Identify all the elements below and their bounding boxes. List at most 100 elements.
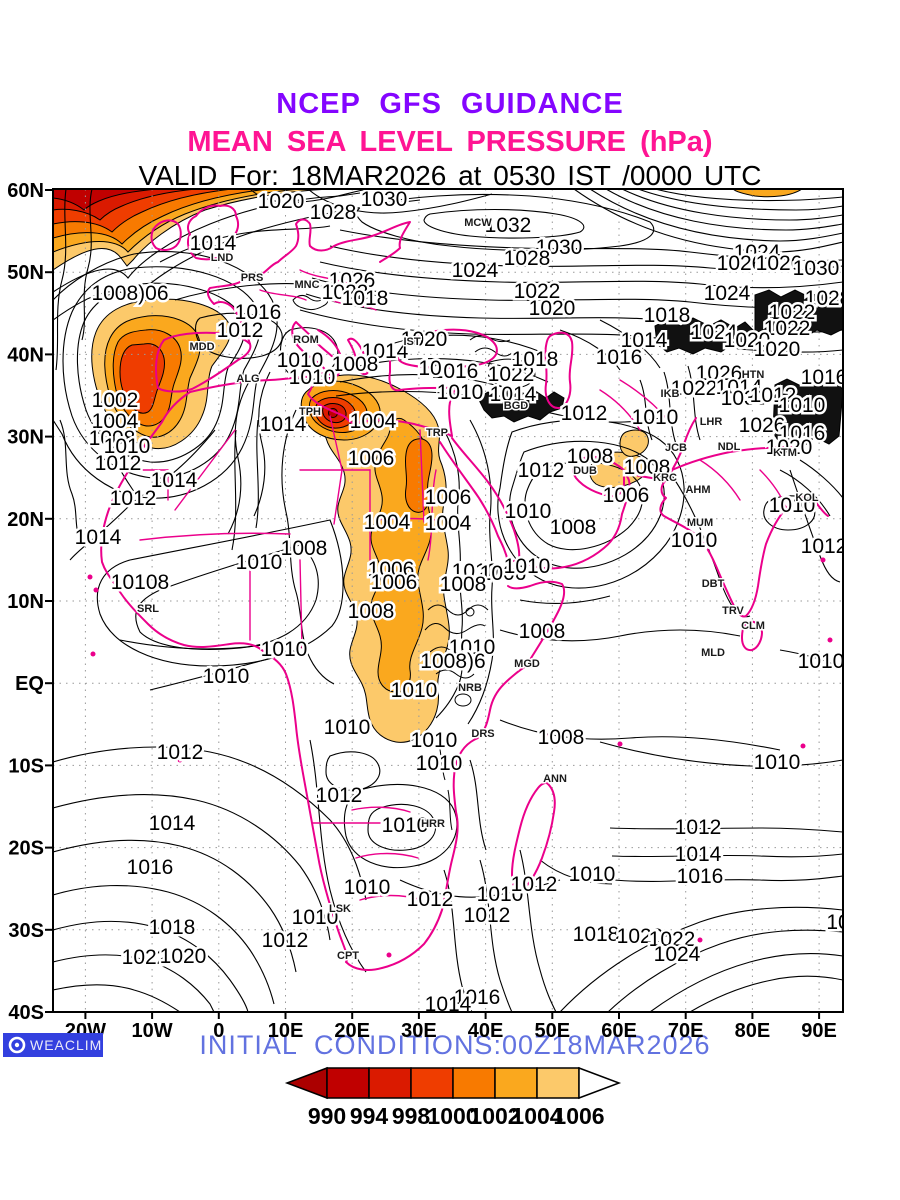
isobar-value-label: 1010 (391, 679, 438, 702)
isobar-value-label: 1004 (350, 410, 397, 433)
isobar-value-label: 1010 (632, 406, 679, 429)
city-code-label: KRC (653, 472, 677, 484)
isobar-value-label: 1010 (671, 529, 718, 552)
field-title: MEAN SEA LEVEL PRESSURE (hPa) (187, 126, 713, 158)
isobar-value-label: 1014 (190, 232, 237, 255)
isobar-value-label: 1012 (262, 929, 309, 952)
lat-tick-label: 40N (7, 344, 44, 366)
isobar-value-label: 1006 (480, 562, 527, 585)
isobar-value-label: 1010 (504, 555, 551, 578)
lon-tick-label: 10E (268, 1020, 304, 1042)
isobar-value-label: 1020 (724, 329, 771, 352)
isobar-value-label: 1008 (332, 353, 379, 376)
city-code-label: ROM (293, 334, 319, 346)
isobar-value-label: 1018 (644, 304, 691, 327)
isobar-value-label: 1008 (519, 620, 566, 643)
isobar-contours (53, 189, 843, 1012)
isobar-value-label: 1026 (329, 269, 376, 292)
isobar-value-label: 1012 (316, 784, 363, 807)
initial-conditions: INITIAL CONDITIONS:00Z18MAR2026 (199, 1030, 711, 1060)
isobar-value-label: 1010 (292, 906, 339, 929)
isobar-value-label: 1010 (344, 876, 391, 899)
city-code-label: MCW (464, 217, 492, 229)
isobar-value-label: 1012 (464, 904, 511, 927)
isobar-value-label: 1024 (734, 241, 781, 264)
isobar-value-label: 1026 (739, 414, 786, 437)
isobar-value-label: 1012 (511, 873, 558, 896)
isobar-value-label: 1020 (529, 297, 576, 320)
lat-tick-label: 40S (8, 1002, 44, 1024)
isobar-value-label: 1012 (110, 487, 157, 510)
isobar-value-label: 10 (418, 357, 441, 380)
isobar-value-label: 1010 (277, 349, 324, 372)
isobar-value-label: 1012 (407, 888, 454, 911)
city-code-label: KOL (795, 492, 819, 504)
isobar-value-label: 1014 (425, 993, 472, 1016)
isobar-value-label: 1016 (596, 346, 643, 369)
city-code-label: ANN (543, 773, 567, 785)
city-code-label: CLM (741, 620, 765, 632)
isobar-value-label: 1006 (371, 571, 418, 594)
isobar-value-label: 1012 (518, 459, 565, 482)
isobar-value-label: 1012 (675, 816, 722, 839)
isobar-value-label: 1030 (721, 387, 768, 410)
city-code-label: NRB (458, 682, 482, 694)
isobar-value-label: 1010 (411, 729, 458, 752)
city-code-label: SRL (137, 603, 159, 615)
isobar-value-label: 1016 (677, 865, 724, 888)
dense-terrain-contours (292, 289, 843, 831)
isobar-value-label: 1020 (401, 328, 448, 351)
colorbar-segment (368, 1067, 412, 1099)
colorbar-segment (410, 1067, 454, 1099)
city-code-label: DBT (702, 578, 725, 590)
isobar-value-label: 1014 (716, 376, 763, 399)
isobar-value-label: 1018 (149, 916, 196, 939)
colorbar-right-arrow (578, 1066, 622, 1100)
lon-tick-label: 80E (735, 1020, 771, 1042)
city-code-label: IST (403, 336, 420, 348)
isobar-value-label: 1018 (342, 287, 389, 310)
colorbar-tick-label: 1004 (511, 1103, 562, 1129)
colorbar-left-arrow (284, 1066, 328, 1100)
city-code-label: LHR (700, 416, 723, 428)
isobar-value-label: 1018 (512, 348, 559, 371)
lat-tick-label: 50N (7, 262, 44, 284)
isobar-value-label: 1014 (151, 469, 198, 492)
isobar-value-label: 1012 (157, 741, 204, 764)
isobar-value-label: 1008 (89, 427, 136, 450)
city-code-label: DUB (573, 465, 597, 477)
lon-tick-label: 90E (801, 1020, 837, 1042)
isobar-value-label: 1008)06 (91, 282, 168, 305)
logo-text: WEACLIM (30, 1037, 102, 1053)
lon-tick-label: 50E (535, 1020, 571, 1042)
colorbar-tick-label: 998 (392, 1103, 431, 1129)
isobar-value-label: 1004 (425, 512, 472, 535)
lon-tick-label: 20E (334, 1020, 370, 1042)
lon-tick-label: 70E (668, 1020, 704, 1042)
isobar-value-label: 1014 (260, 413, 307, 436)
isobar-value-label: 1016 (127, 856, 174, 879)
city-code-label: JCB (665, 442, 687, 454)
isobar-value-label: 1008 (281, 537, 328, 560)
lon-tick-label: 30E (401, 1020, 437, 1042)
isobar-value-label: 1024 (654, 943, 701, 966)
isobar-value-label: 1022 (322, 281, 369, 304)
isobar-value-label: 1012 (750, 384, 797, 407)
city-code-label: AHM (685, 484, 710, 496)
isobar-value-label: 1024 (691, 321, 738, 344)
isobar-value-label: 1014 (149, 812, 196, 835)
isobar-value-label: 1028 (310, 201, 357, 224)
colorbar-tick-label: 994 (350, 1103, 389, 1129)
isobar-value-label: 1004 (92, 410, 139, 433)
lon-tick-label: 10W (132, 1020, 173, 1042)
isobar-value-label: 1022 (764, 317, 811, 340)
isobar-value-label: 1010 (754, 751, 801, 774)
city-code-label: LND (211, 252, 234, 264)
isobar-value-label: 1020 (160, 945, 207, 968)
isobar-value-label: 1030 (536, 236, 583, 259)
isobar-value-label: 1004 (364, 511, 411, 534)
city-code-label: HRR (421, 818, 445, 830)
lon-tick-label: 60E (601, 1020, 637, 1042)
isobar-value-label: 1010 (437, 381, 484, 404)
